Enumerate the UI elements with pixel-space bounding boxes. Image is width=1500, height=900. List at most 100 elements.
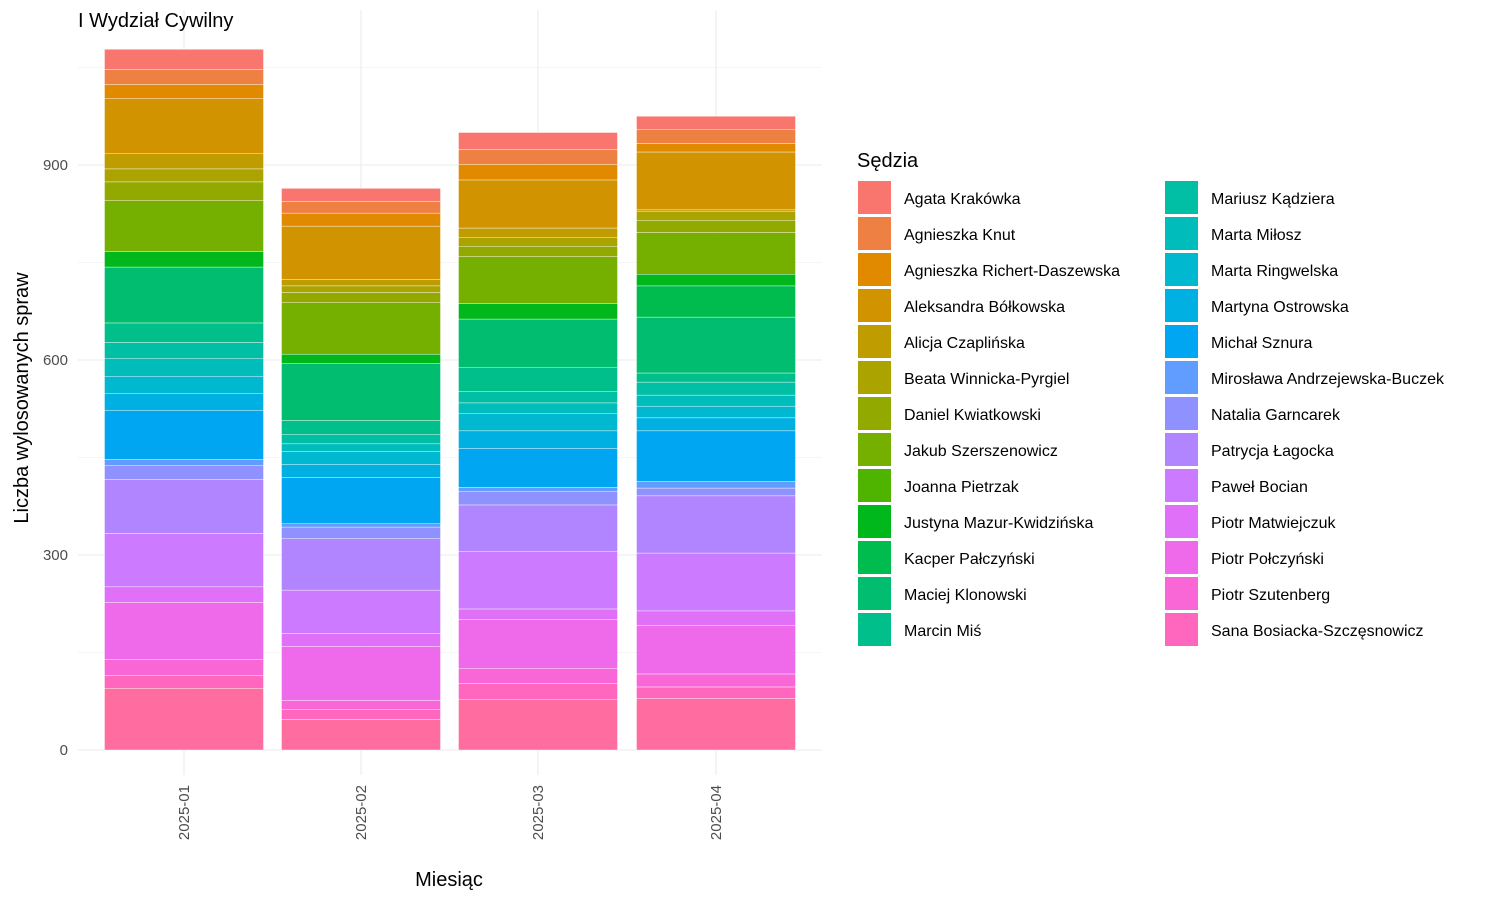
bar-segment [281, 420, 441, 435]
legend-label: Michał Sznura [1211, 335, 1312, 352]
bar-segment [104, 49, 264, 70]
bar-segment [458, 303, 618, 320]
bar-segment [636, 316, 796, 374]
bar-segment [458, 402, 618, 414]
legend-key [858, 469, 891, 502]
legend-label: Beata Winnicka-Pyrgiel [904, 371, 1069, 388]
legend-key [1165, 325, 1198, 358]
legend-key [1165, 397, 1198, 430]
bar-segment [636, 220, 796, 233]
y-axis-ticks: 0 300 600 900 [43, 157, 68, 759]
bar-segment [281, 201, 441, 214]
bar-segment [458, 619, 618, 669]
bar-segment [636, 495, 796, 554]
x-tick-label: 2025-02 [353, 785, 370, 840]
bar-segment [458, 491, 618, 506]
bar-segment [104, 602, 264, 660]
legend-item: Agnieszka Knut [858, 217, 1016, 250]
bar-segment [281, 225, 441, 280]
legend-item: Marta Miłosz [1165, 217, 1302, 250]
bar-segment [104, 533, 264, 588]
legend-key [858, 325, 891, 358]
bar-segment [104, 168, 264, 183]
legend-label: Marcin Miś [904, 623, 981, 640]
legend-label: Mirosława Andrzejewska-Buczek [1211, 371, 1445, 388]
legend-label: Daniel Kwiatkowski [904, 407, 1041, 424]
legend-item: Martyna Ostrowska [1165, 289, 1349, 322]
bar-segment [104, 266, 264, 324]
legend-item: Natalia Garncarek [1165, 397, 1341, 430]
legend-key [1165, 505, 1198, 538]
bar-stacks [104, 49, 796, 751]
bar-segment [636, 232, 796, 275]
bar-segment [458, 608, 618, 620]
bar-segment [458, 164, 618, 181]
bar-segment [458, 699, 618, 751]
legend-item: Agnieszka Richert-Daszewska [858, 253, 1120, 286]
bar-segment [281, 523, 441, 528]
bar-segment [458, 132, 618, 150]
legend-label: Agnieszka Richert-Daszewska [904, 263, 1120, 280]
legend-label: Agata Krakówka [904, 191, 1021, 208]
bar-segment [104, 376, 264, 394]
legend-label: Paweł Bocian [1211, 479, 1308, 496]
y-tick-label: 900 [43, 157, 68, 174]
bar-stack-2025-04 [636, 116, 796, 751]
legend-item: Daniel Kwiatkowski [858, 397, 1041, 430]
bar-segment [104, 251, 264, 268]
legend-item: Piotr Szutenberg [1165, 577, 1330, 610]
legend-item: Patrycja Łagocka [1165, 433, 1334, 466]
bar-segment [458, 391, 618, 404]
legend-item: Jakub Szerszenowicz [858, 433, 1058, 466]
legend-key [858, 253, 891, 286]
bar-segment [281, 285, 441, 293]
legend-key [858, 289, 891, 322]
chart-title: I Wydział Cywilny [78, 10, 233, 32]
bar-segment [458, 448, 618, 488]
y-axis-title: Liczba wylosowanych spraw [11, 272, 33, 524]
legend-key [1165, 469, 1198, 502]
bar-segment [458, 318, 618, 368]
legend-label: Jakub Szerszenowicz [904, 443, 1058, 460]
bar-segment [104, 675, 264, 689]
bar-segment [636, 274, 796, 287]
bar-segment [281, 302, 441, 355]
bar-segment [636, 698, 796, 751]
bar-segment [104, 688, 264, 751]
bar-segment [281, 434, 441, 445]
x-axis-title: Miesiąc [415, 869, 483, 891]
legend-key [1165, 253, 1198, 286]
bar-segment [636, 129, 796, 144]
bar-segment [104, 465, 264, 480]
bar-segment [458, 668, 618, 684]
bar-segment [281, 363, 441, 421]
bar-segment [281, 353, 441, 364]
bar-segment [636, 394, 796, 407]
bar-segment [281, 279, 441, 287]
bar-segment [636, 417, 796, 432]
y-tick-label: 0 [60, 742, 68, 759]
legend-label: Joanna Pietrzak [904, 479, 1020, 496]
legend-item: Marcin Miś [858, 613, 981, 646]
legend-key [858, 505, 891, 538]
legend-key [1165, 181, 1198, 214]
legend-label: Piotr Połczyński [1211, 551, 1324, 568]
bar-segment [281, 443, 441, 452]
legend-label: Maciej Klonowski [904, 587, 1027, 604]
legend-item: Michał Sznura [1165, 325, 1312, 358]
legend-item: Beata Winnicka-Pyrgiel [858, 361, 1069, 394]
legend-label: Marta Ringwelska [1211, 263, 1338, 280]
legend-item: Paweł Bocian [1165, 469, 1308, 502]
bar-segment [458, 413, 618, 432]
bar-segment [281, 477, 441, 524]
bar-segment [636, 481, 796, 489]
legend-item: Mariusz Kądziera [1165, 181, 1335, 214]
legend-label: Martyna Ostrowska [1211, 299, 1349, 316]
legend-label: Patrycja Łagocka [1211, 443, 1334, 460]
bar-segment [458, 367, 618, 392]
legend-item: Sana Bosiacka-Szczęsnowicz [1165, 613, 1424, 646]
bar-segment [104, 659, 264, 676]
legend-label: Justyna Mazur-Kwidzińska [904, 515, 1094, 532]
bar-segment [636, 116, 796, 130]
